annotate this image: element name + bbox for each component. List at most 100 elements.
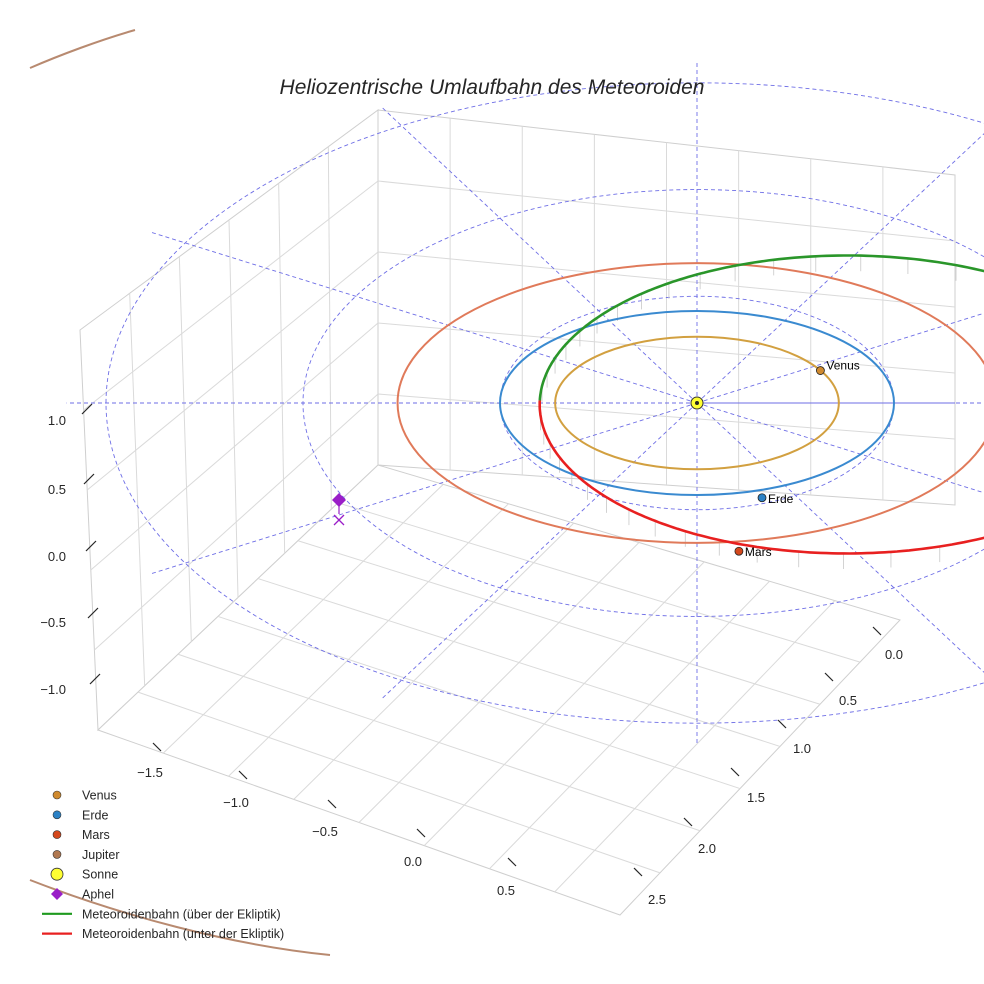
x-tick-label: 0.0 [404, 854, 422, 869]
jupiter-orbit-arc-bottom [29, 879, 331, 956]
ecliptic-reference-grid [66, 61, 984, 745]
legend-item: Sonne [50, 867, 118, 882]
y-axis-tick [683, 817, 693, 827]
grid-line [228, 503, 509, 777]
grid-line [554, 600, 836, 893]
x-axis-tick [238, 770, 248, 780]
meteoroid-orbit-below [538, 400, 984, 555]
legend-marker [52, 830, 62, 839]
aphelion-projection-marker [333, 514, 345, 526]
y-tick-label: 1.5 [747, 790, 765, 805]
legend-marker [52, 810, 62, 820]
z-tick-label: 1.0 [48, 413, 66, 428]
legend-item: Aphel [51, 888, 114, 902]
z-axis-tick [89, 673, 101, 685]
legend-item: Meteoroidenbahn (unter der Ekliptik) [42, 927, 284, 941]
venus-marker [816, 366, 825, 375]
y-axis-tick [872, 626, 882, 636]
erde-marker [757, 493, 767, 503]
legend-item: Erde [52, 808, 108, 822]
x-axis-tick [416, 828, 426, 838]
z-tick-label: −0.5 [40, 615, 66, 630]
grid-line [327, 146, 332, 510]
legend-item: Meteoroidenbahn (über der Ekliptik) [42, 907, 281, 921]
x-tick-label: 0.5 [497, 883, 515, 898]
legend: Venus Erde Mars Jupiter Sonne Aphel Meteoroide… [42, 789, 284, 941]
mars-marker [734, 546, 744, 556]
z-tick-label: −1.0 [40, 682, 66, 697]
legend-label: Jupiter [82, 848, 120, 862]
grid-line [162, 484, 444, 754]
grid-line [358, 542, 640, 823]
chart-title: Heliozentrische Umlaufbahn des Meteoroid… [280, 76, 705, 99]
ecliptic-ring-3 [105, 82, 984, 724]
grid-line [86, 251, 379, 491]
jupiter-orbit-group [29, 29, 331, 956]
legend-item: Mars [52, 828, 110, 842]
jupiter-orbit-arc-top [29, 29, 136, 69]
legend-label: Sonne [82, 868, 118, 882]
axis-panes [79, 109, 956, 916]
legend-marker [50, 867, 64, 881]
grid-line [228, 219, 239, 598]
venus-orbit [554, 335, 840, 471]
legend-marker [51, 888, 63, 900]
ecliptic-spoke [696, 402, 984, 673]
legend-item: Jupiter [52, 848, 120, 862]
grid-line [83, 180, 379, 411]
legend-label: Aphel [82, 888, 114, 902]
grid-line [129, 293, 146, 686]
grid-line [293, 522, 575, 800]
mars-label: Mars [745, 545, 772, 559]
legend-marker [52, 790, 62, 800]
sun-center [695, 401, 699, 405]
z-axis-tick [81, 403, 93, 415]
legend-label: Venus [82, 789, 117, 803]
erde-label: Erde [768, 492, 794, 506]
grid-line [94, 393, 379, 651]
planet-orbits [396, 262, 984, 544]
legend-label: Erde [82, 808, 108, 822]
ecliptic-spoke [150, 402, 698, 575]
ecliptic-spoke [150, 231, 698, 404]
grid-line [423, 561, 705, 846]
y-axis-tick [777, 719, 787, 729]
x-axis-tick [152, 742, 162, 752]
mars-orbit [396, 262, 984, 544]
y-axis-tick [824, 672, 834, 682]
meteoroid-orbit-group [538, 254, 984, 555]
grid-lines [83, 118, 956, 893]
legend-label: Meteoroidenbahn (unter der Ekliptik) [82, 927, 284, 941]
grid-line [90, 322, 379, 571]
y-axis-tick [633, 867, 643, 877]
z-axis-tick [83, 473, 95, 485]
grid-line [278, 183, 286, 554]
axis-ticks: 1.0 0.5 0.0 −0.5 −1.0 −1.5 −1.0 −0.5 0.0 0.5 0.0 0.… [40, 403, 903, 907]
z-axis-tick [87, 607, 99, 619]
grid-line [178, 256, 192, 642]
venus-label: Venus [826, 359, 859, 373]
y-tick-label: 0.5 [839, 693, 857, 708]
ecliptic-spoke [381, 402, 698, 700]
x-tick-label: −1.0 [223, 795, 249, 810]
bodies: Venus Erde Mars [332, 359, 860, 559]
z-tick-label: 0.0 [48, 549, 66, 564]
meteoroid-orbit-above [538, 254, 984, 401]
x-axis-tick [327, 799, 337, 809]
x-tick-label: −1.5 [137, 765, 163, 780]
y-axis-tick [730, 767, 740, 777]
legend-label: Meteoroidenbahn (über der Ekliptik) [82, 907, 281, 921]
y-tick-label: 2.5 [648, 892, 666, 907]
legend-item: Venus [52, 789, 117, 803]
grid-line [489, 580, 770, 870]
x-tick-label: −0.5 [312, 824, 338, 839]
ecliptic-spoke [696, 133, 984, 404]
z-axis-tick [85, 540, 97, 552]
erde-orbit [499, 310, 895, 496]
legend-marker [52, 850, 62, 859]
z-tick-label: 0.5 [48, 482, 66, 497]
ecliptic-spoke [381, 106, 698, 404]
aphelion-marker [332, 493, 346, 507]
y-tick-label: 1.0 [793, 741, 811, 756]
